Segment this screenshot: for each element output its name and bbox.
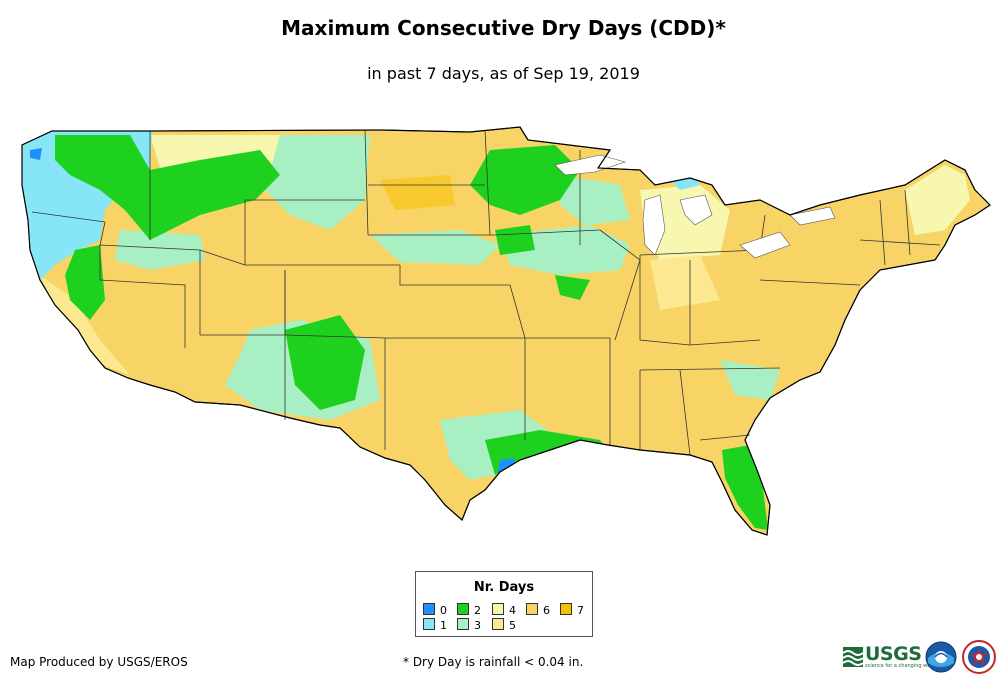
legend-label-1: 1 <box>440 619 447 632</box>
area-northern-rockies-class2 <box>55 135 280 240</box>
area-carolinas-class3 <box>720 360 780 400</box>
area-missouri-class2 <box>555 275 590 300</box>
legend-swatch-1 <box>423 618 435 630</box>
legend-item-6: 6 <box>526 603 550 617</box>
legend-swatch-3 <box>457 618 469 630</box>
area-northern-plains-class3 <box>265 135 370 230</box>
usgs-tagline: science for a changing world <box>865 663 937 669</box>
area-california-class5 <box>40 275 130 375</box>
usgs-wordmark: USGS <box>865 643 922 665</box>
great-lakes <box>554 154 836 259</box>
legend-item-4: 4 <box>492 603 516 617</box>
legend-label-6: 6 <box>543 604 550 617</box>
area-great-basin-class3 <box>115 230 205 270</box>
map-legend: Nr. Days 0 1 2 3 4 5 6 7 <box>415 571 593 637</box>
area-new-england-class4 <box>905 165 970 235</box>
nws-logo <box>962 640 996 674</box>
legend-label-7: 7 <box>577 604 584 617</box>
legend-label-3: 3 <box>474 619 481 632</box>
area-upper-midwest-class2 <box>470 145 580 215</box>
legend-item-0: 0 <box>423 603 447 617</box>
legend-swatch-7 <box>560 603 572 615</box>
area-wisconsin-class3 <box>560 175 630 225</box>
area-ohio-valley-class5 <box>650 255 720 310</box>
us-outline <box>21 126 991 536</box>
area-oregon-east-class2 <box>65 245 105 320</box>
legend-title: Nr. Days <box>473 580 535 595</box>
footnote-text: * Dry Day is rainfall < 0.04 in. <box>403 655 584 669</box>
legend-label-0: 0 <box>440 604 447 617</box>
area-washington-coast-class0 <box>30 148 42 160</box>
legend-swatch-0 <box>423 603 435 615</box>
legend-label-2: 2 <box>474 604 481 617</box>
credit-text: Map Produced by USGS/EROS <box>10 655 188 669</box>
usgs-wave-icon <box>843 647 863 667</box>
legend-swatch-5 <box>492 618 504 630</box>
noaa-logo <box>925 641 957 673</box>
legend-label-4: 4 <box>509 604 516 617</box>
legend-swatch-2 <box>457 603 469 615</box>
legend-item-2: 2 <box>457 603 481 617</box>
usgs-logo: USGS science for a changing world <box>843 643 937 669</box>
legend-item-1: 1 <box>423 618 447 632</box>
area-nebraska-class3 <box>370 230 500 265</box>
legend-swatch-6 <box>526 603 538 615</box>
legend-swatch-4 <box>492 603 504 615</box>
area-new-mexico-class2 <box>285 315 365 410</box>
area-dakotas-class7 <box>380 175 455 210</box>
map-title: Maximum Consecutive Dry Days (CDD)* <box>281 16 726 40</box>
map-subtitle: in past 7 days, as of Sep 19, 2019 <box>367 64 640 83</box>
legend-label-5: 5 <box>509 619 516 632</box>
area-iowa-minnesota-class2 <box>495 225 535 255</box>
legend-item-7: 7 <box>560 603 584 617</box>
legend-item-5: 5 <box>492 618 516 632</box>
legend-item-3: 3 <box>457 618 481 632</box>
area-houston-class0 <box>498 458 515 475</box>
